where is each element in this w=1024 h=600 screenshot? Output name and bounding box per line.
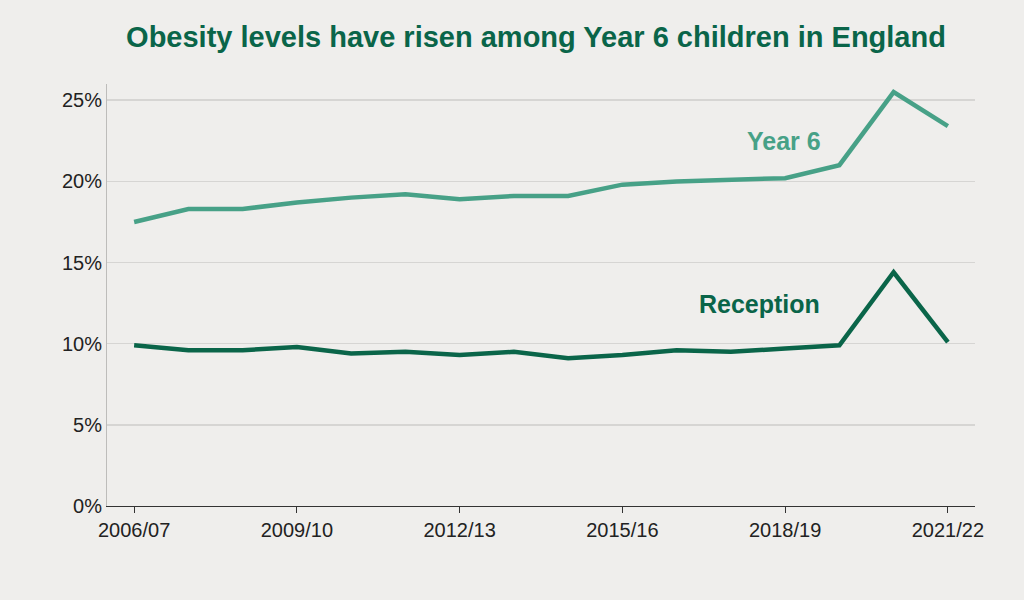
svg-text:Obesity levels have risen amon: Obesity levels have risen among Year 6 c… — [126, 21, 946, 53]
svg-text:15%: 15% — [62, 252, 102, 274]
svg-text:2006/07: 2006/07 — [98, 519, 170, 541]
svg-text:2012/13: 2012/13 — [423, 519, 495, 541]
svg-text:10%: 10% — [62, 333, 102, 355]
svg-text:2009/10: 2009/10 — [261, 519, 333, 541]
svg-text:2021/22: 2021/22 — [912, 519, 984, 541]
svg-text:Reception: Reception — [699, 290, 820, 318]
svg-text:2015/16: 2015/16 — [586, 519, 658, 541]
svg-text:20%: 20% — [62, 170, 102, 192]
svg-text:2018/19: 2018/19 — [749, 519, 821, 541]
svg-text:5%: 5% — [73, 414, 102, 436]
svg-text:Year 6: Year 6 — [747, 127, 821, 155]
svg-text:0%: 0% — [73, 495, 102, 517]
svg-text:25%: 25% — [62, 89, 102, 111]
